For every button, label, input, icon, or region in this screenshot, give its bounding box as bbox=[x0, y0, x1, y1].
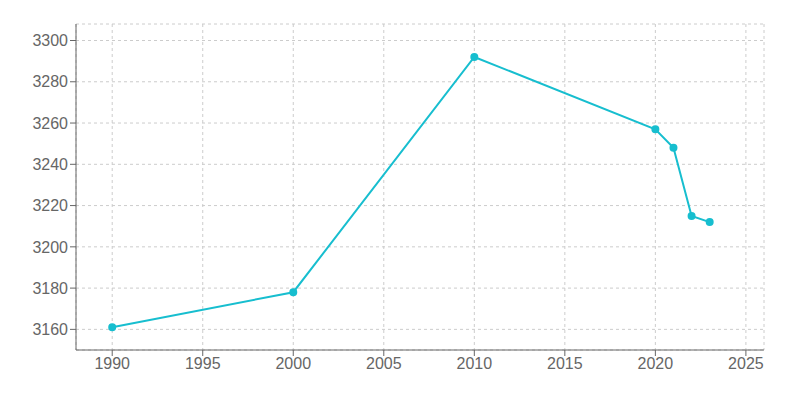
svg-text:3240: 3240 bbox=[32, 156, 68, 173]
svg-text:2020: 2020 bbox=[638, 355, 674, 372]
svg-text:3160: 3160 bbox=[32, 321, 68, 338]
svg-text:3180: 3180 bbox=[32, 280, 68, 297]
svg-text:3200: 3200 bbox=[32, 239, 68, 256]
svg-text:3220: 3220 bbox=[32, 197, 68, 214]
svg-text:2010: 2010 bbox=[457, 355, 493, 372]
svg-text:3300: 3300 bbox=[32, 32, 68, 49]
svg-text:2025: 2025 bbox=[728, 355, 764, 372]
svg-text:3260: 3260 bbox=[32, 115, 68, 132]
svg-text:2015: 2015 bbox=[547, 355, 583, 372]
svg-text:2000: 2000 bbox=[275, 355, 311, 372]
svg-text:1995: 1995 bbox=[185, 355, 221, 372]
svg-text:1990: 1990 bbox=[94, 355, 130, 372]
svg-text:3280: 3280 bbox=[32, 73, 68, 90]
svg-text:2005: 2005 bbox=[366, 355, 402, 372]
